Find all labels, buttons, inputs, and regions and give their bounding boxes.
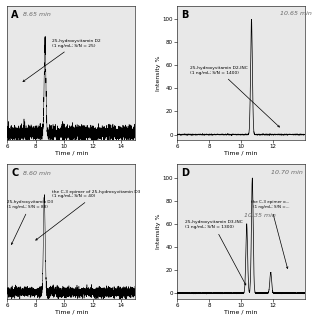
Y-axis label: Intensity %: Intensity % [156, 55, 161, 91]
Text: D: D [181, 168, 189, 178]
X-axis label: Time / min: Time / min [55, 309, 88, 315]
Text: 8.60 min: 8.60 min [23, 171, 51, 176]
Y-axis label: Intensity %: Intensity % [156, 214, 161, 249]
Text: C: C [11, 168, 18, 178]
Text: 25-hydroxyvitamin D2
(1 ng/mL; S/N = 25): 25-hydroxyvitamin D2 (1 ng/mL; S/N = 25) [23, 39, 101, 82]
Text: B: B [181, 10, 188, 20]
Text: A: A [11, 10, 19, 20]
Text: 10.70 min: 10.70 min [270, 170, 302, 174]
Text: 10.65 min: 10.65 min [279, 11, 311, 16]
Text: 25-hydroxyvitamin D2-INC
(1 ng/mL; S/N = 1400): 25-hydroxyvitamin D2-INC (1 ng/mL; S/N =… [190, 66, 279, 127]
X-axis label: Time / min: Time / min [224, 309, 258, 315]
Text: 25-hydroxyvitamin D3-INC
(1 ng/mL; S/N = 1300): 25-hydroxyvitamin D3-INC (1 ng/mL; S/N =… [185, 220, 246, 285]
X-axis label: Time / min: Time / min [224, 151, 258, 156]
Text: 10.35 min: 10.35 min [244, 213, 276, 218]
Text: the C-3 epimer of 25-hydroxyvitamin D3
(1 ng/mL; S/N = 40): the C-3 epimer of 25-hydroxyvitamin D3 (… [36, 189, 140, 240]
Text: 8.65 min: 8.65 min [23, 12, 51, 17]
Text: 25-hydroxyvitamin D3
(1 ng/mL; S/N = 88): 25-hydroxyvitamin D3 (1 ng/mL; S/N = 88) [7, 200, 53, 244]
Text: the C-3 epimer o...
(1 ng/mL; S/N =...: the C-3 epimer o... (1 ng/mL; S/N =... [252, 200, 290, 268]
X-axis label: Time / min: Time / min [55, 151, 88, 156]
